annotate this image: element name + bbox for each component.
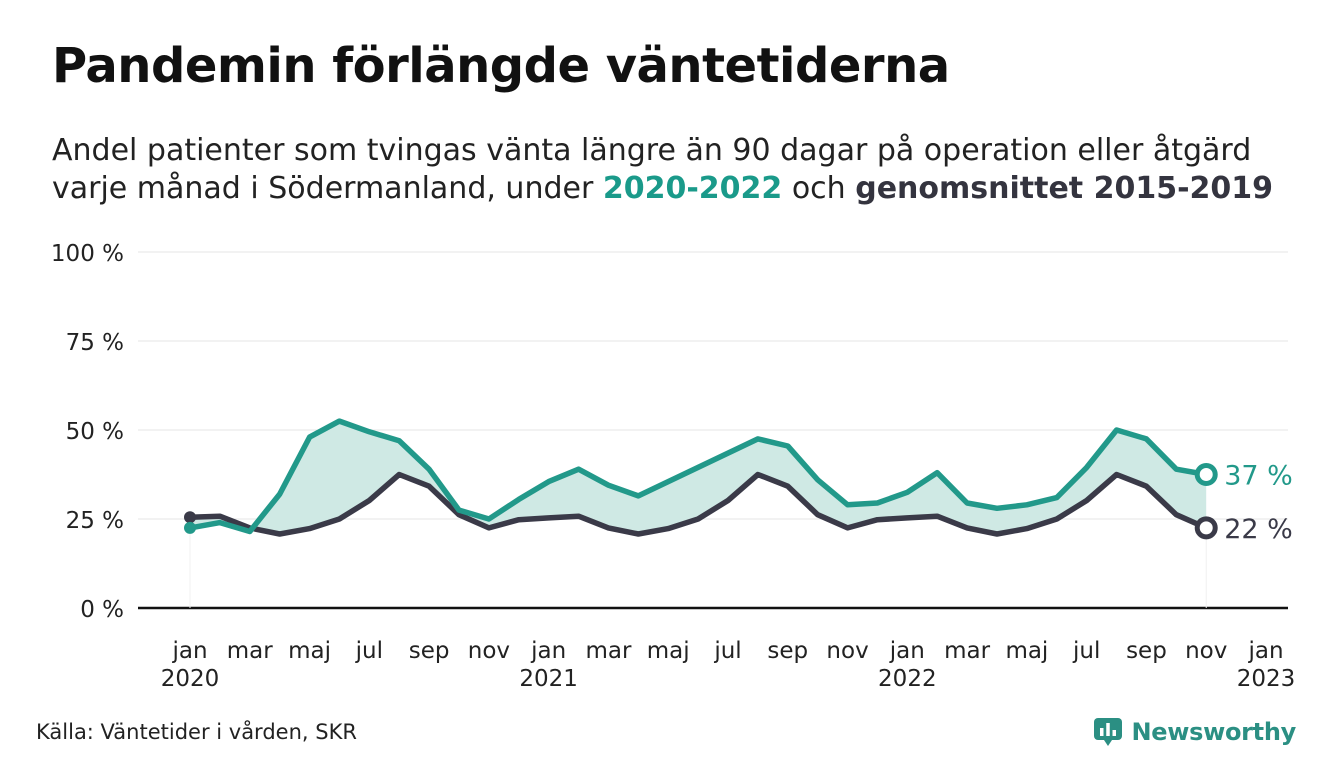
y-tick-label: 100 % (51, 241, 124, 267)
subtitle-connector: och (782, 171, 856, 206)
x-tick-label: mar (227, 638, 273, 664)
x-tick-label: maj (647, 638, 690, 664)
subtitle-line-1: Andel patienter som tvingas vänta längre… (52, 133, 1252, 168)
chart-subtitle: Andel patienter som tvingas vänta längre… (52, 132, 1340, 208)
subtitle-line-2: varje månad i Södermanland, under 2020-2… (52, 170, 1340, 208)
x-tick-year-label: 2023 (1237, 666, 1296, 692)
end-point-average (1194, 516, 1218, 540)
source-note: Källa: Väntetider i vården, SKR (36, 720, 357, 744)
band-layer (189, 421, 1207, 608)
series-line-average-2015-2019 (187, 471, 1209, 537)
end-label-average: 22 % (1224, 514, 1293, 545)
subtitle-highlight-average: genomsnittet 2015-2019 (855, 171, 1274, 206)
difference-band (190, 421, 1207, 534)
brand-logo[interactable]: Newsworthy (1093, 712, 1296, 752)
x-tick-label: mar (585, 638, 631, 664)
x-tick-label: mar (944, 638, 990, 664)
x-tick-year-label: 2022 (878, 666, 937, 692)
x-tick-label: sep (1126, 638, 1167, 664)
x-tick-label: jul (713, 638, 741, 664)
x-tick-label: jan (530, 638, 566, 664)
x-tick-label: sep (767, 638, 808, 664)
x-tick-label: maj (288, 638, 331, 664)
y-tick-label: 25 % (66, 508, 124, 534)
series-line-2020-2022 (187, 418, 1209, 535)
x-tick-label: sep (409, 638, 450, 664)
x-tick-label: jul (1072, 638, 1100, 664)
start-point-average (184, 511, 196, 524)
x-tick-label: nov (826, 638, 868, 664)
start-point-2020-2022 (184, 521, 196, 534)
y-tick-label: 0 % (80, 597, 124, 623)
end-point-2020-2022 (1194, 463, 1218, 486)
line-layer (184, 418, 1218, 540)
newsworthy-logo-icon (1094, 718, 1123, 746)
y-tick-label: 50 % (66, 419, 124, 445)
x-tick-label: jul (355, 638, 383, 664)
x-tick-year-label: 2020 (161, 666, 220, 692)
subtitle-highlight-current: 2020-2022 (602, 171, 783, 206)
subtitle-prefix: varje månad i Södermanland, under (52, 171, 603, 206)
x-tick-label: jan (889, 638, 925, 664)
chart-title: Pandemin förlängde väntetiderna (52, 38, 950, 94)
y-tick-label: 75 % (66, 330, 124, 356)
end-label-2020-2022: 37 % (1224, 461, 1293, 492)
brand-name: Newsworthy (1131, 718, 1296, 746)
x-tick-label: jan (1247, 638, 1283, 664)
x-tick-label: nov (1185, 638, 1227, 664)
x-tick-label: nov (468, 638, 510, 664)
x-tick-label: maj (1005, 638, 1048, 664)
x-tick-label: jan (171, 638, 207, 664)
x-tick-year-label: 2021 (519, 666, 578, 692)
